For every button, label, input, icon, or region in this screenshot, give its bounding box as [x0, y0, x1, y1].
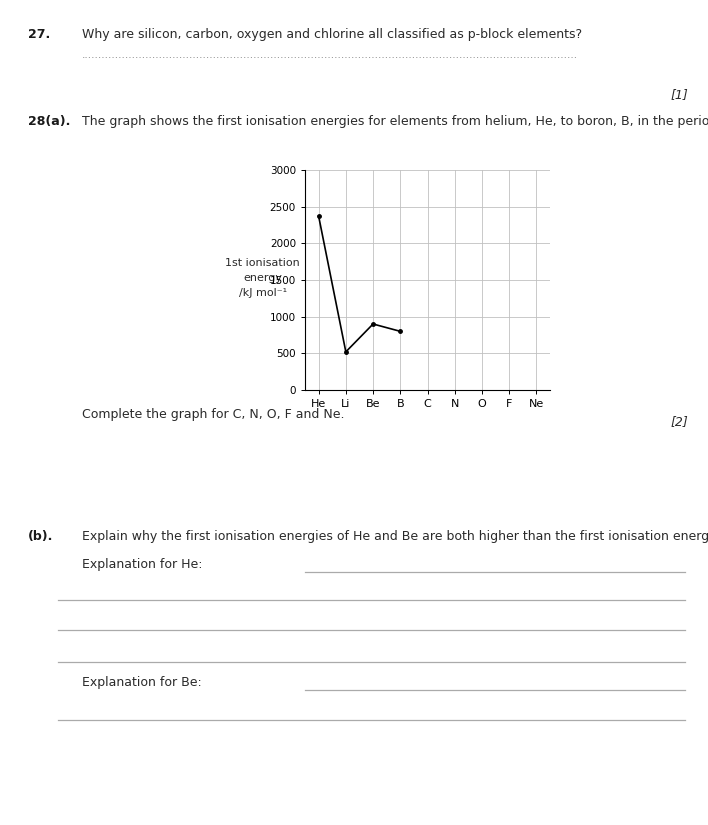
Text: ................................................................................: ........................................…	[82, 50, 578, 60]
Text: Complete the graph for C, N, O, F and Ne.: Complete the graph for C, N, O, F and Ne…	[82, 408, 345, 421]
Text: Why are silicon, carbon, oxygen and chlorine all classified as p-block elements?: Why are silicon, carbon, oxygen and chlo…	[82, 28, 582, 41]
Text: 27.: 27.	[28, 28, 50, 41]
Text: Explanation for Be:: Explanation for Be:	[82, 676, 202, 689]
Text: [2]: [2]	[670, 415, 688, 428]
Text: Explain why the first ionisation energies of He and Be are both higher than the : Explain why the first ionisation energie…	[82, 530, 708, 543]
Text: Explanation for He:: Explanation for He:	[82, 558, 202, 571]
Text: [1]: [1]	[670, 88, 688, 101]
Text: (b).: (b).	[28, 530, 53, 543]
Text: The graph shows the first ionisation energies for elements from helium, He, to b: The graph shows the first ionisation ene…	[82, 115, 708, 128]
Text: 1st ionisation
energy
/kJ mol⁻¹: 1st ionisation energy /kJ mol⁻¹	[225, 258, 300, 298]
Text: 28(a).: 28(a).	[28, 115, 70, 128]
